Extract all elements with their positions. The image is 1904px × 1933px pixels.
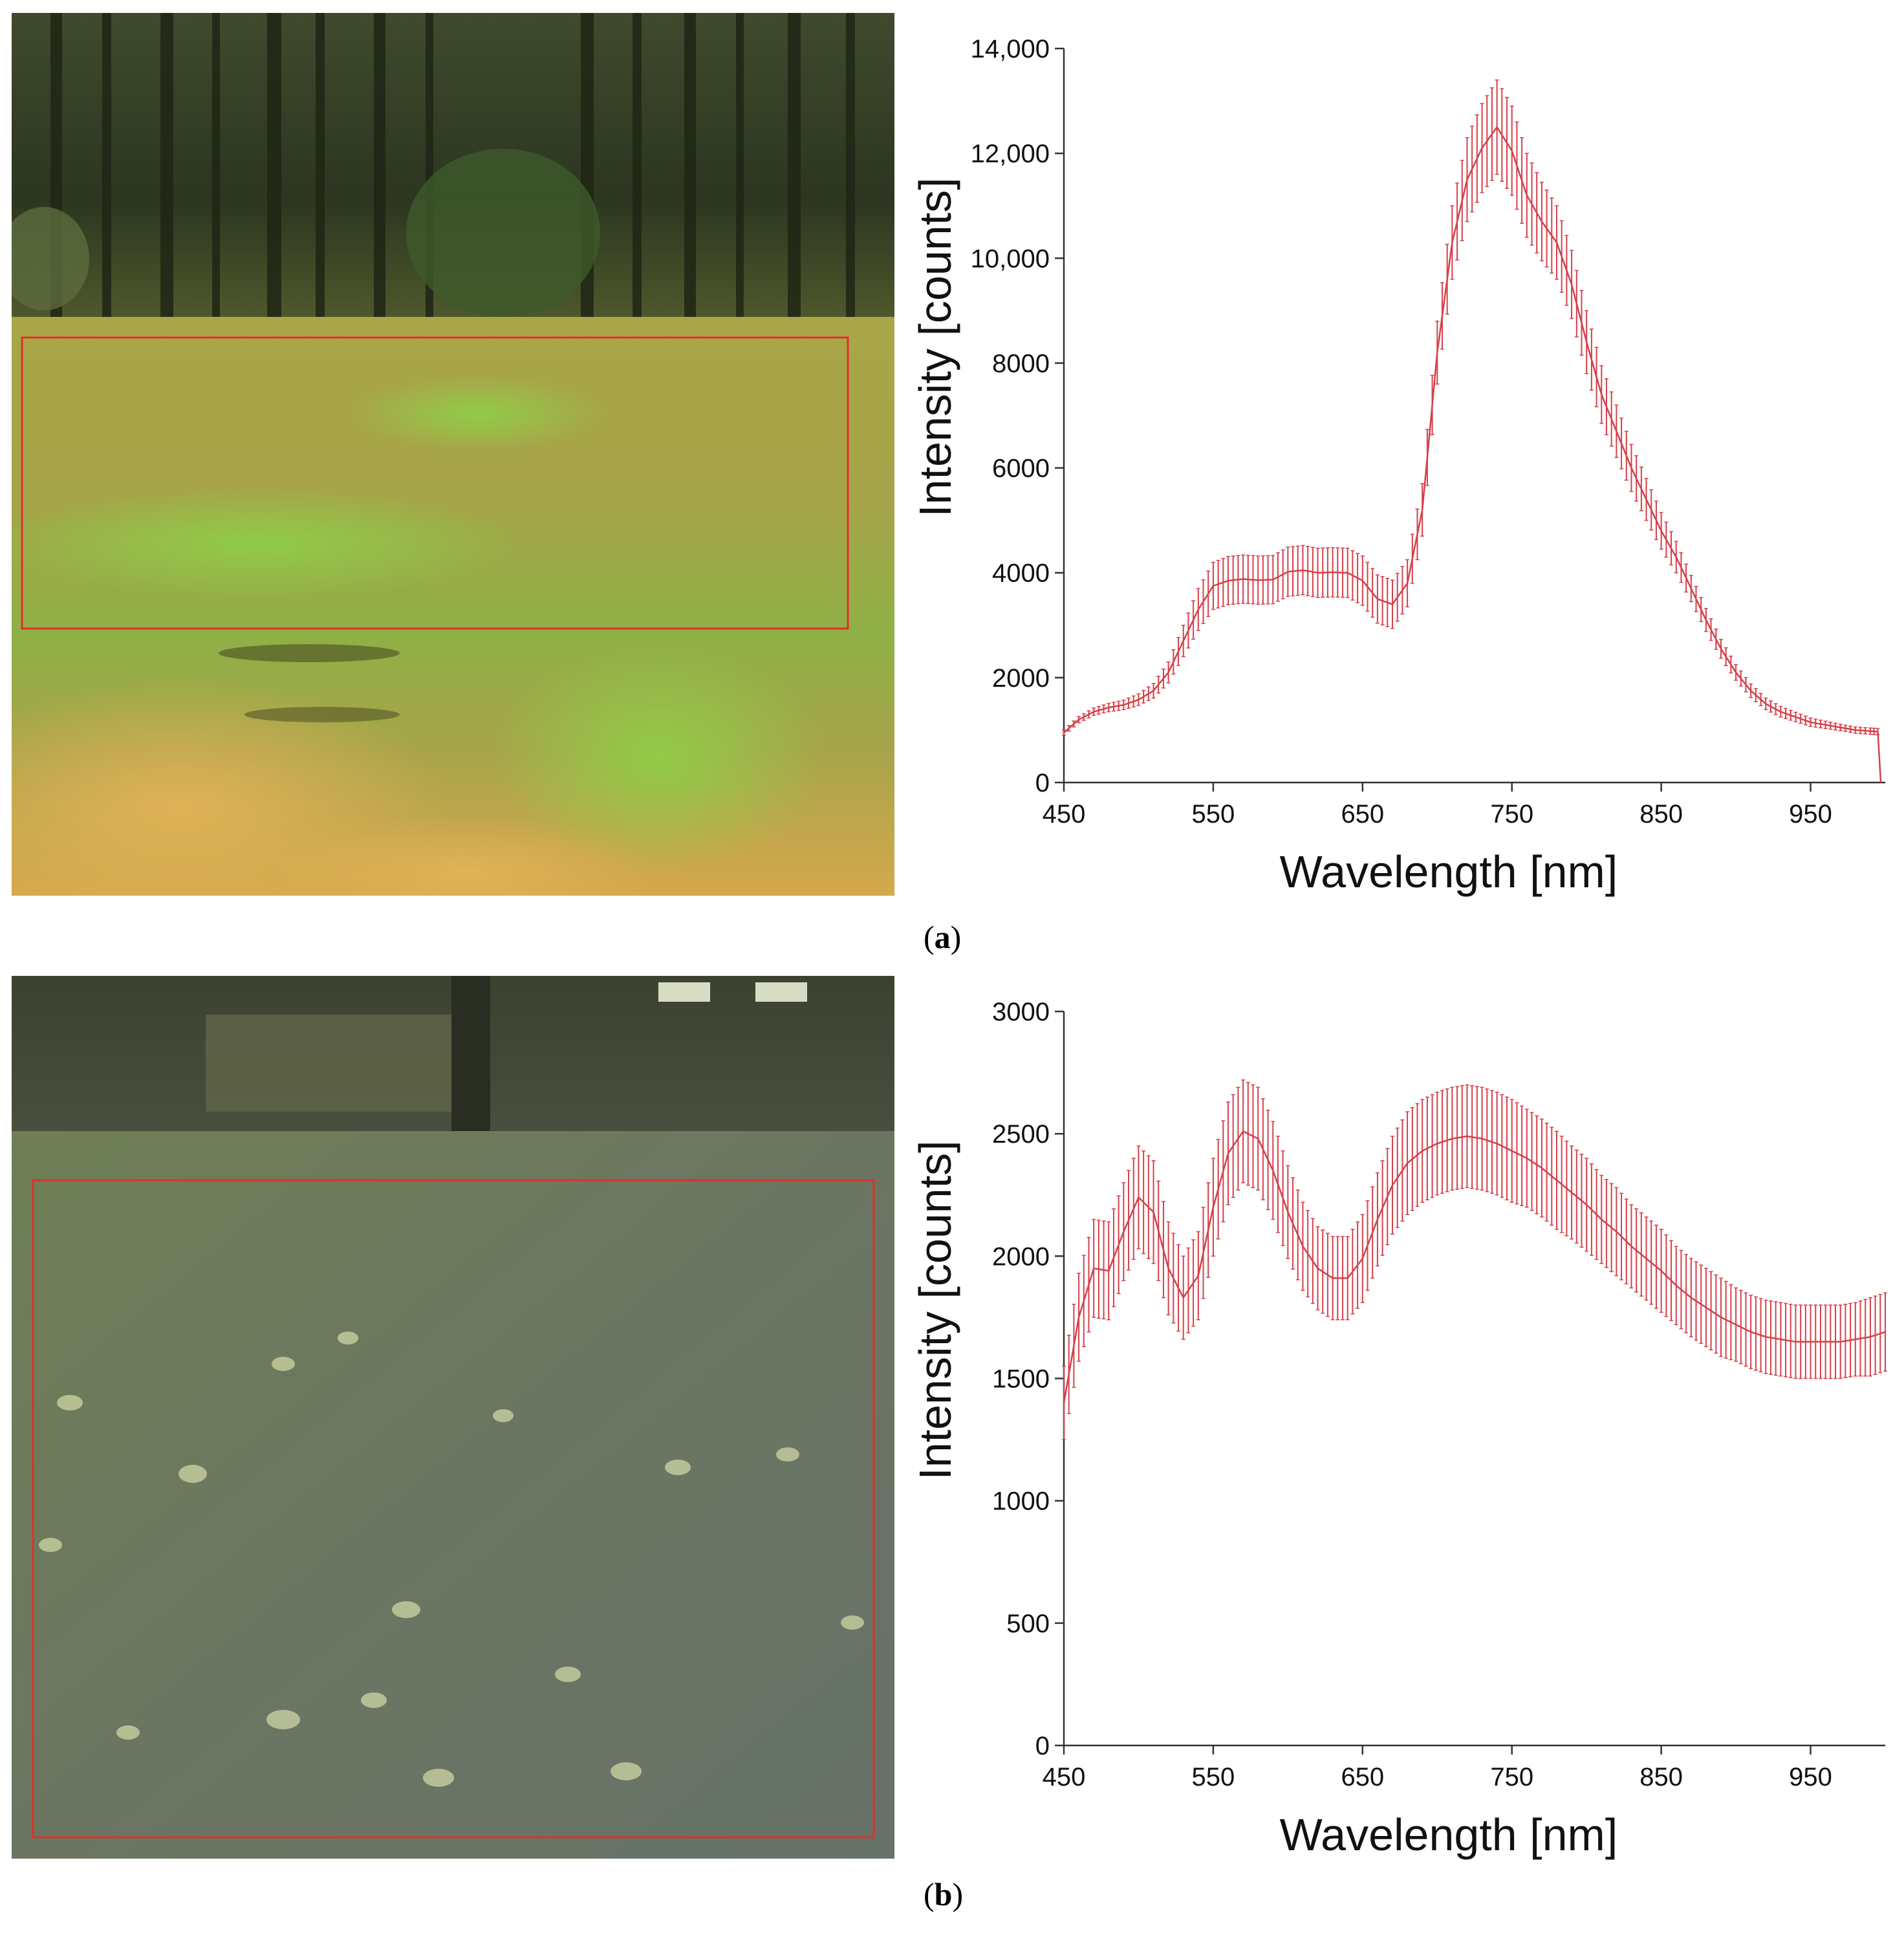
photo-meadow xyxy=(12,13,894,896)
y-tick-label: 1500 xyxy=(992,1365,1050,1394)
series-line xyxy=(1063,126,1882,783)
caption-panel-b: (b) xyxy=(924,1876,964,1912)
roi-rectangle xyxy=(32,1179,875,1839)
roi-rectangle xyxy=(21,336,849,630)
x-tick-label: 550 xyxy=(1192,800,1235,828)
caption-panel-a: (a) xyxy=(924,919,962,955)
y-tick-label: 1000 xyxy=(992,1487,1050,1516)
y-axis: 0 2000 4000 6000 8000 10,000 12,000 14,000 xyxy=(971,35,1065,797)
x-tick-label: 950 xyxy=(1789,1763,1832,1791)
y-tick-label: 6000 xyxy=(992,455,1050,483)
x-tick-label: 750 xyxy=(1490,800,1533,828)
meadow-image xyxy=(12,13,894,896)
x-tick-label: 450 xyxy=(1043,1763,1086,1791)
y-axis: 0 500 1000 1500 2000 2500 3000 xyxy=(992,998,1065,1760)
y-tick-label: 0 xyxy=(1035,1732,1050,1760)
x-tick-label: 850 xyxy=(1639,1763,1683,1791)
y-tick-label: 8000 xyxy=(992,349,1050,378)
x-tick-label: 950 xyxy=(1789,800,1832,828)
caption-letter-a: a xyxy=(934,919,951,955)
y-axis-label: Intensity [counts] xyxy=(910,1140,960,1480)
spectrum-chart-a: 0 2000 4000 6000 8000 10,000 12,000 14,000 450 5… xyxy=(910,35,1885,897)
x-tick-label: 650 xyxy=(1341,800,1384,828)
y-tick-label: 2000 xyxy=(992,664,1050,693)
lawn-image xyxy=(12,976,894,1859)
x-tick-label: 550 xyxy=(1192,1763,1235,1791)
photo-lawn xyxy=(12,976,894,1859)
caption-letter-b: b xyxy=(934,1876,953,1912)
error-bars xyxy=(1062,1079,1887,1440)
y-axis-label: Intensity [counts] xyxy=(910,177,960,517)
y-tick-label: 4000 xyxy=(992,559,1050,588)
x-axis-label: Wavelength [nm] xyxy=(1280,847,1618,897)
spectrum-chart-b: 0 500 1000 1500 2000 2500 3000 450 550 650 750 850… xyxy=(910,998,1887,1860)
x-axis-label: Wavelength [nm] xyxy=(1280,1809,1618,1860)
x-tick-label: 650 xyxy=(1341,1763,1384,1791)
x-tick-label: 850 xyxy=(1639,800,1683,828)
y-tick-label: 2000 xyxy=(992,1242,1050,1271)
y-tick-label: 2500 xyxy=(992,1120,1050,1149)
x-tick-label: 450 xyxy=(1043,800,1086,828)
y-tick-label: 500 xyxy=(1006,1610,1050,1638)
series-group xyxy=(1062,79,1882,783)
series-line xyxy=(1063,1130,1886,1403)
y-tick-label: 0 xyxy=(1035,769,1050,797)
x-tick-label: 750 xyxy=(1490,1763,1533,1791)
y-tick-label: 3000 xyxy=(992,998,1050,1026)
y-tick-label: 14,000 xyxy=(971,35,1050,63)
y-tick-label: 10,000 xyxy=(971,244,1050,273)
x-axis: 450 550 650 750 850 950 xyxy=(1043,781,1885,828)
x-axis: 450 550 650 750 850 950 xyxy=(1043,1744,1885,1791)
y-tick-label: 12,000 xyxy=(971,140,1050,168)
series-group xyxy=(1062,1079,1887,1440)
